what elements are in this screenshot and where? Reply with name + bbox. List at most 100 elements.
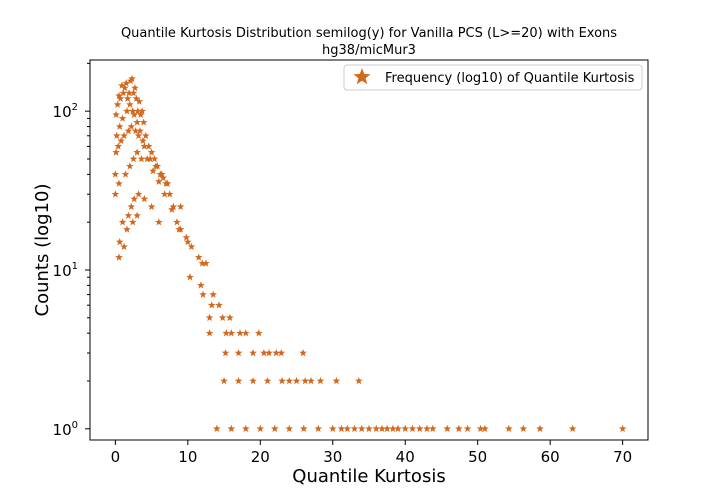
data-point [285,424,294,433]
data-point [144,142,153,150]
data-point [443,424,452,433]
data-point [176,202,185,211]
data-point [249,376,257,385]
data-point [222,329,231,337]
scatter-points [111,74,627,433]
y-axis-label: Counts (log10) [32,184,53,317]
data-point [389,424,397,433]
data-point [134,190,143,198]
data-point [147,202,156,211]
data-point [314,424,323,433]
data-point [123,94,132,102]
data-point [130,194,139,203]
data-point [263,376,272,385]
data-point [463,424,472,433]
data-point [256,424,265,433]
data-point [270,424,279,433]
data-point [128,74,136,82]
data-point [120,83,129,92]
data-point [127,202,136,211]
data-point [215,301,223,309]
data-point [155,177,163,185]
data-point [157,170,166,178]
data-point [160,190,169,198]
legend-star-icon [353,68,371,85]
data-point [124,211,133,219]
data-point [132,94,141,102]
data-point [182,233,191,241]
data-point [146,154,154,163]
data-point [155,218,163,226]
data-point [292,376,301,385]
x-tick-label: 40 [396,448,415,466]
data-point [142,131,150,140]
data-point [242,424,250,433]
data-point [428,424,437,433]
data-point [394,424,402,433]
data-point [168,205,176,213]
data-point [139,136,147,145]
x-tick-label: 70 [613,448,632,466]
y-tick-label: 100 [53,420,78,439]
data-point [234,376,243,385]
data-point [143,154,152,163]
data-point [301,376,310,385]
x-tick-label: 50 [468,448,487,466]
data-point [138,107,146,115]
data-point [121,170,130,178]
data-point [328,424,337,433]
legend: Frequency (log10) of Quantile Kurtosis [343,64,643,91]
data-point [505,424,513,433]
legend-box [343,64,643,91]
data-point [118,218,127,226]
data-point [378,424,386,433]
data-point [423,424,431,433]
data-point [213,424,221,433]
data-point [199,290,207,298]
data-point [159,173,167,182]
data-point [135,97,144,105]
data-point [127,122,136,130]
data-point [568,424,577,433]
data-point [187,242,196,251]
data-point [260,349,268,357]
data-point [133,211,141,219]
legend-label: Frequency (log10) of Quantile Kurtosis [385,71,635,86]
data-point [236,329,244,337]
data-point [123,107,131,115]
data-point [455,424,463,433]
data-point [137,154,146,163]
data-point [226,313,234,322]
data-point [126,162,134,170]
data-point [316,376,325,385]
data-point [115,179,123,187]
data-point [111,170,120,178]
data-point [272,349,281,357]
data-point [150,154,159,163]
data-point [307,376,315,385]
data-point [115,238,124,246]
data-point [202,259,210,267]
legend-marker [353,68,371,85]
data-point [209,290,217,298]
data-point [120,131,128,140]
data-point [277,349,286,357]
data-point [415,424,424,433]
x-tick-label: 60 [541,448,560,466]
data-point [249,349,257,357]
data-point [227,329,236,337]
x-tick-label: 30 [323,448,342,466]
data-point [536,424,544,433]
data-point [242,329,250,337]
data-point [147,148,156,156]
plot-frame [89,59,649,441]
data-point [140,142,149,150]
data-point [186,273,194,281]
data-point [337,424,346,433]
data-point [197,281,205,289]
data-point [111,190,120,198]
data-point [152,162,160,170]
x-axis-label: Quantile Kurtosis [292,466,445,487]
data-point [401,424,410,433]
